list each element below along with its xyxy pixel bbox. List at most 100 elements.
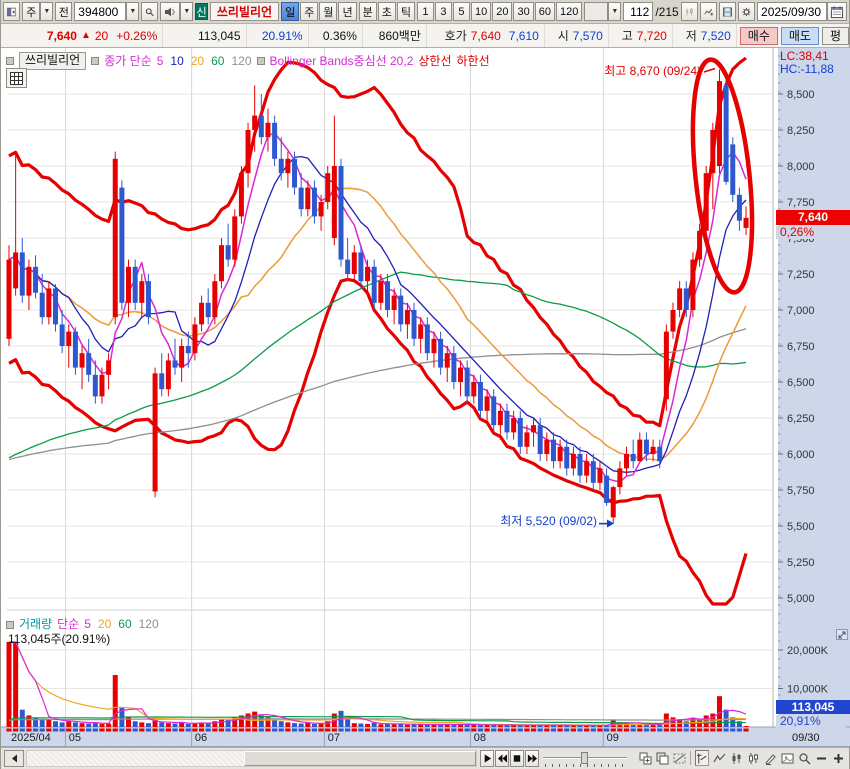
slider-thumb[interactable] [581, 752, 588, 764]
hollow-candle-icon[interactable] [746, 750, 760, 766]
prev-stock-button[interactable]: 전 [55, 2, 73, 21]
playback-speed-slider[interactable] [543, 750, 627, 768]
svg-text:20,000K: 20,000K [787, 645, 829, 657]
quick-period-button[interactable]: 주 [22, 2, 41, 21]
svg-text:8,250: 8,250 [787, 125, 815, 137]
add-indicator-icon[interactable] [699, 2, 718, 21]
legend-volume-series: 단순 [57, 617, 80, 631]
legend-volume-ma-windows: 5 20 60 120 [84, 618, 158, 631]
period-주-button[interactable]: 주 [300, 2, 319, 21]
axis-expand-icon[interactable] [836, 629, 848, 640]
fast-forward-icon[interactable] [525, 750, 539, 767]
zoom-in-icon[interactable] [831, 750, 845, 766]
svg-text:08: 08 [474, 732, 486, 744]
bid-price: 7,610 [508, 28, 539, 43]
draw-tools-icon[interactable] [763, 750, 777, 766]
open-price: 7,570 [572, 28, 603, 43]
legend-bullet-icon [6, 620, 14, 629]
legend-bullet-icon [6, 57, 14, 65]
search-icon[interactable] [141, 2, 159, 21]
compare-chart-icon[interactable] [680, 2, 698, 21]
price-moving-averages [8, 132, 747, 483]
minute-5-button[interactable]: 5 [452, 2, 470, 21]
minute-60-button[interactable]: 60 [534, 2, 555, 21]
svg-text:5,000: 5,000 [787, 593, 815, 605]
period-일-button[interactable]: 일 [281, 2, 300, 21]
minute-1-button[interactable]: 1 [416, 2, 434, 21]
low-price: 7,520 [700, 28, 731, 43]
volume-value: 113,045 [198, 28, 241, 43]
legend-symbol-chip[interactable]: 쓰리빌리언 [19, 52, 87, 70]
quick-period-dropdown-icon[interactable]: ▼ [40, 2, 54, 21]
minute-3-button[interactable]: 3 [434, 2, 452, 21]
overlay-chart-icon[interactable] [655, 750, 669, 766]
period-월-button[interactable]: 월 [319, 2, 338, 21]
legend-ma-120: 120 [231, 53, 252, 68]
save-icon[interactable] [719, 2, 737, 21]
open-label: 시 [557, 29, 569, 43]
new-chart-icon[interactable] [638, 750, 652, 766]
panel-toggle-icon[interactable] [3, 2, 21, 21]
period-초-button[interactable]: 초 [377, 2, 396, 21]
price-volume-chart: 5,000 5,250 5,500 5,750 6,000 6,250 6,500 6,750… [1, 48, 850, 747]
scrollbar-thumb[interactable] [244, 751, 476, 766]
buy-button[interactable]: 매수 [739, 26, 778, 45]
legend-price-series: 종가 단순 [104, 53, 152, 68]
stock-code-input[interactable] [74, 2, 127, 21]
speaker-icon[interactable] [160, 2, 181, 21]
svg-text:8,000: 8,000 [787, 161, 815, 173]
scroll-left-icon[interactable] [4, 750, 24, 767]
speaker-dropdown-icon[interactable]: ▼ [180, 2, 194, 21]
grid-settings-icon[interactable] [6, 68, 27, 88]
ask-price: 7,640 [470, 28, 501, 43]
annotation-low: 최저 5,520 (09/02) [500, 514, 597, 528]
minute-120-button[interactable]: 120 [555, 2, 583, 21]
minute-button-group: 1 3 5 10 20 30 60 120 [416, 2, 583, 21]
calendar-icon[interactable] [827, 2, 848, 21]
svg-text:6,250: 6,250 [787, 413, 815, 425]
zoom-out-icon[interactable] [814, 750, 828, 766]
chart-area: 5,000 5,250 5,500 5,750 6,000 6,250 6,500 6,750… [1, 48, 850, 747]
avg-button[interactable]: 평 [821, 26, 850, 45]
info-bar: 7,640 ▲ 20 +0.26% 113,045 20.91% 0.36% 8… [1, 24, 850, 48]
rewind-icon[interactable] [495, 750, 509, 767]
trendline-mode-icon[interactable] [712, 750, 726, 766]
custom-period-dropdown-icon[interactable]: ▼ [608, 2, 622, 21]
snapshot-icon[interactable] [780, 750, 794, 766]
visible-count-input[interactable] [623, 2, 654, 21]
stop-icon[interactable] [510, 750, 524, 767]
chart-scrollbar[interactable] [26, 750, 477, 767]
playback-controls [480, 750, 539, 767]
candlesticks [6, 69, 749, 524]
svg-text:2025/04: 2025/04 [11, 732, 51, 744]
change-value: 20 [94, 28, 109, 43]
play-icon[interactable] [480, 750, 494, 767]
minute-10-button[interactable]: 10 [470, 2, 492, 21]
minute-30-button[interactable]: 30 [513, 2, 534, 21]
candle-style-icon[interactable] [729, 750, 743, 766]
current-price-percent: 0,26% [776, 226, 846, 239]
highlight-ellipse [690, 57, 755, 295]
new-stock-badge: 신 [195, 3, 208, 20]
region-zoom-icon[interactable] [672, 750, 686, 766]
sell-button[interactable]: 매도 [780, 26, 819, 45]
high-label: 고 [621, 29, 633, 43]
current-price-badge: 7,640 [776, 210, 850, 225]
hc-value: HC:-11,88 [780, 62, 834, 76]
period-틱-button[interactable]: 틱 [396, 2, 415, 21]
stock-code-dropdown-icon[interactable]: ▼ [126, 2, 140, 21]
date-input[interactable] [757, 2, 828, 21]
svg-text:09: 09 [607, 732, 619, 744]
minute-20-button[interactable]: 20 [492, 2, 513, 21]
turnover-ratio: 0.36% [322, 28, 357, 43]
zoom-icon[interactable] [797, 750, 811, 766]
legend-ma-20: 20 [190, 53, 205, 68]
slider-ticks [545, 764, 627, 767]
crosshair-mode-icon[interactable] [695, 750, 709, 766]
legend-ma-5: 5 [84, 617, 91, 631]
period-년-button[interactable]: 년 [338, 2, 357, 21]
gear-icon[interactable] [738, 2, 756, 21]
period-분-button[interactable]: 분 [358, 2, 377, 21]
volume-detail: 113,045주(20.91%) [8, 632, 111, 646]
svg-text:5,500: 5,500 [787, 521, 815, 533]
